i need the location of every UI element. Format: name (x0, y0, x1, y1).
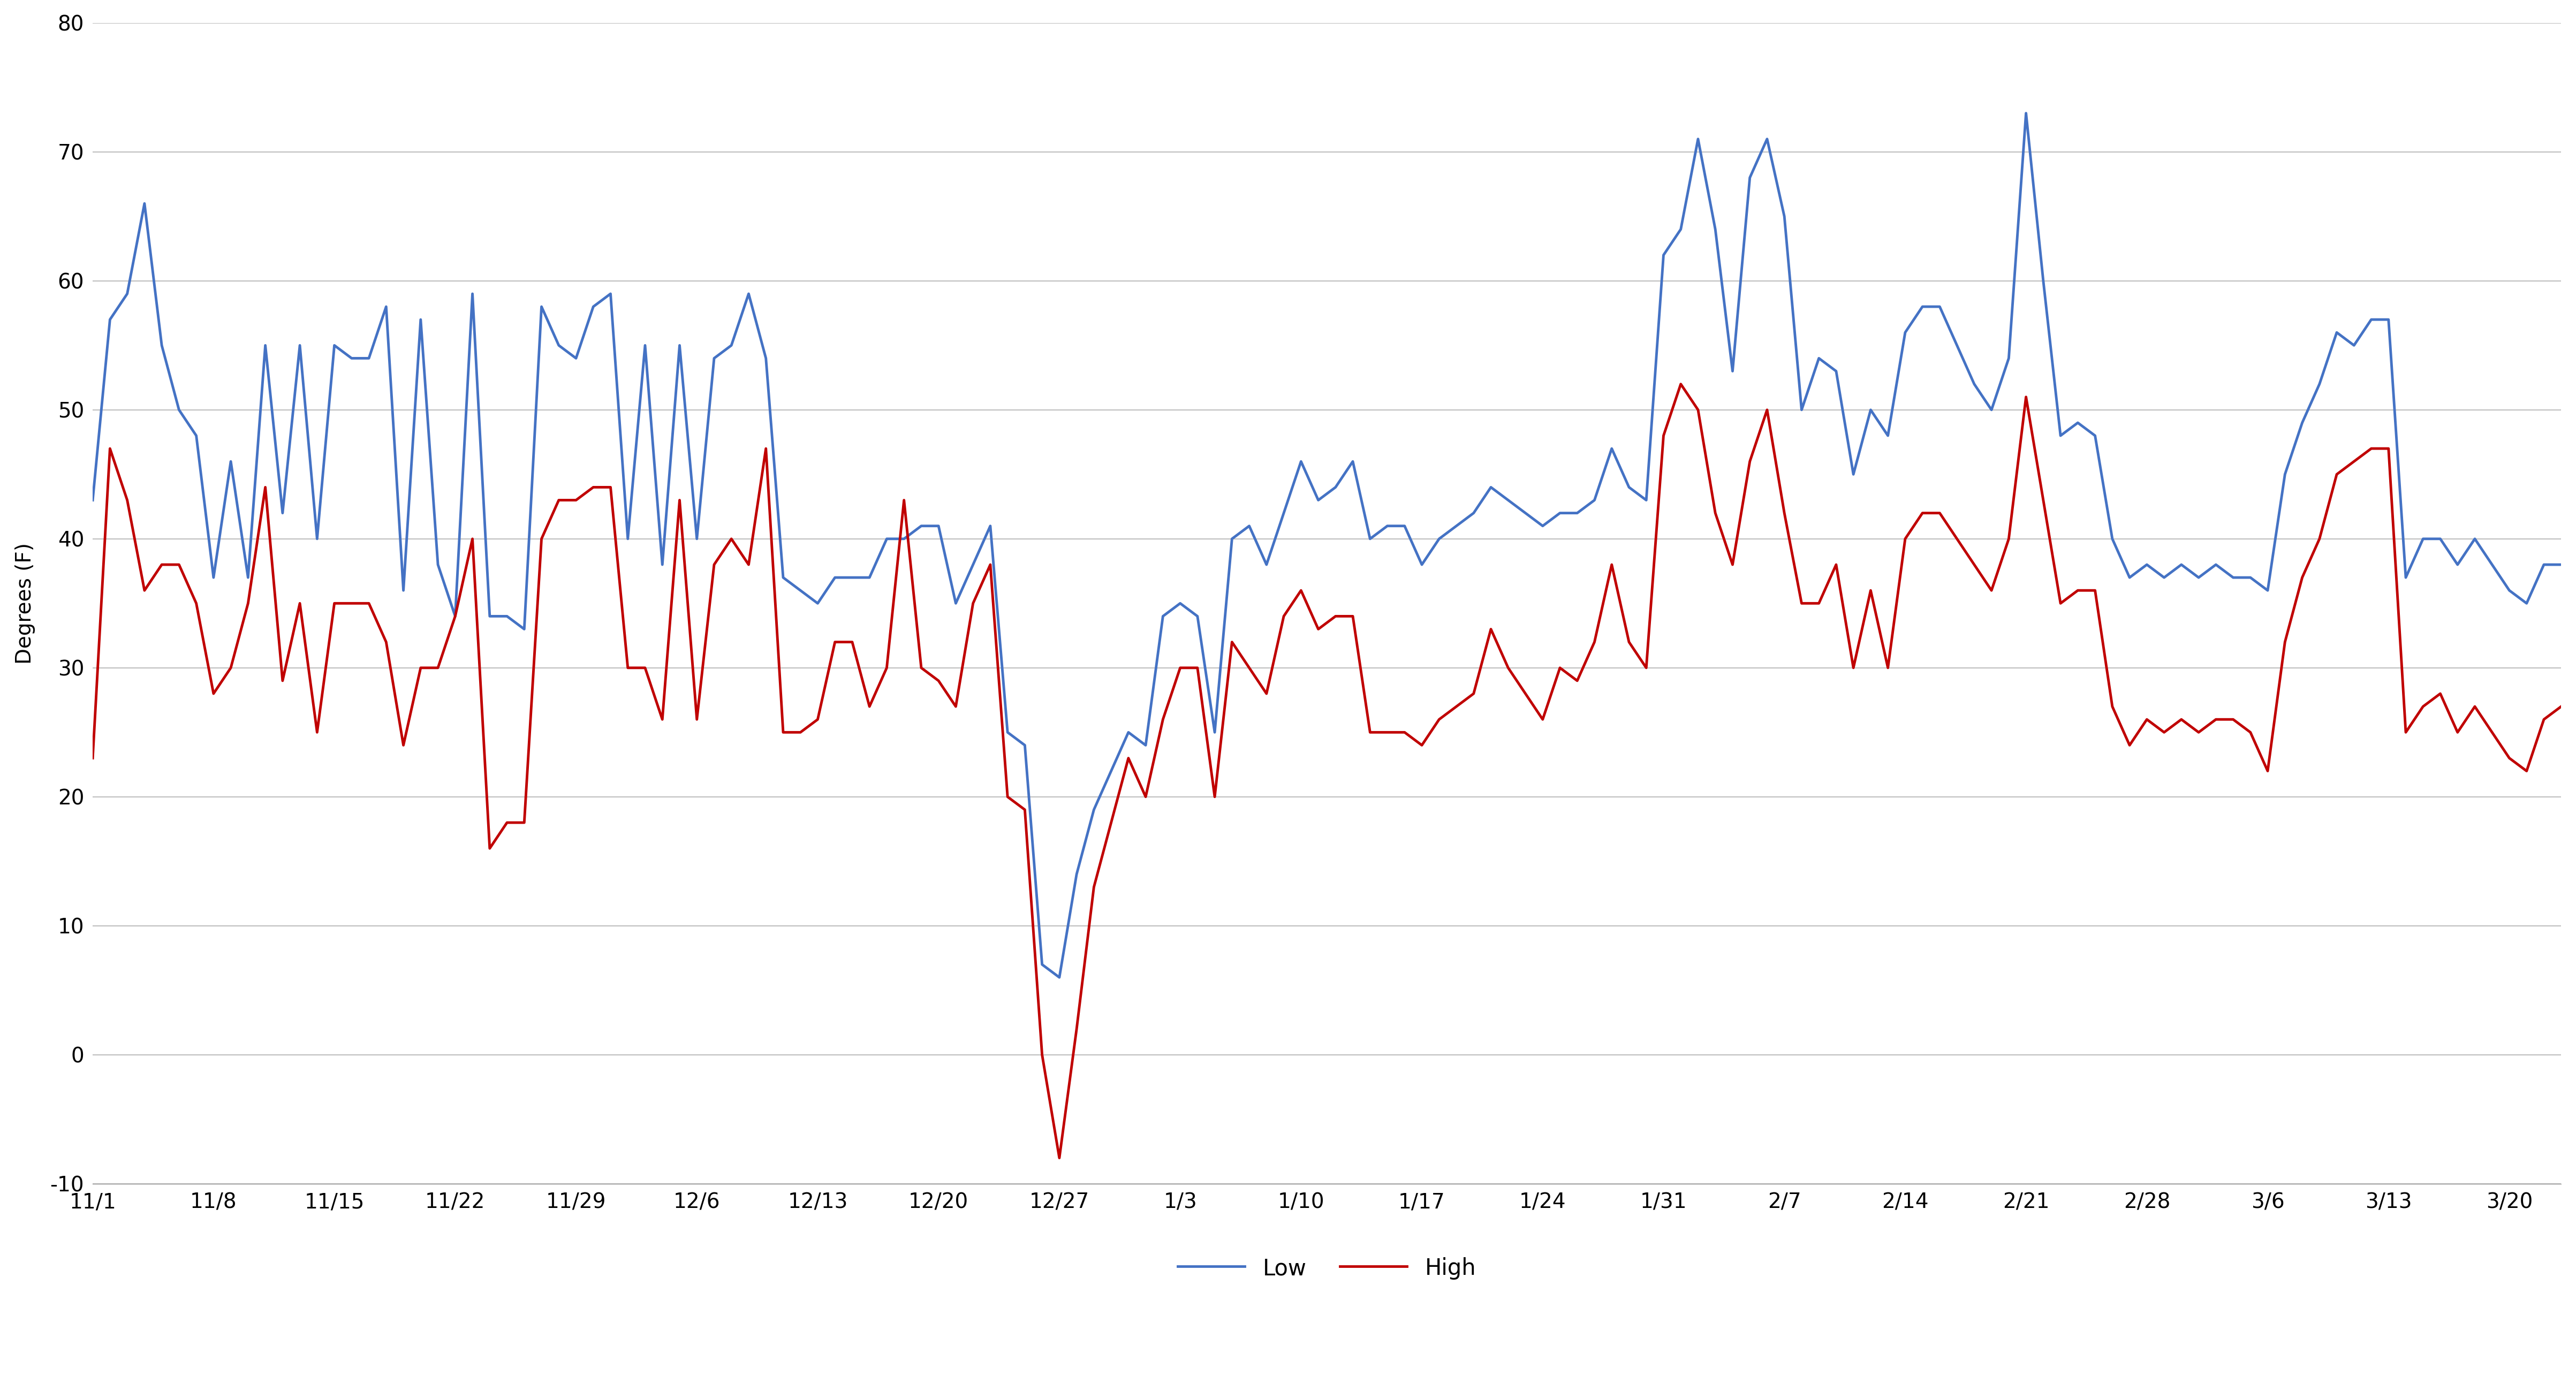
Line: Low: Low (93, 113, 2561, 977)
Low (2545, 556, 2576, 572)
High (1873, 659, 1904, 676)
High (2097, 698, 2128, 714)
Legend: Low, High: Low, High (1170, 1248, 1484, 1289)
Low (2097, 531, 2128, 548)
High (2130, 711, 2161, 728)
High (440, 608, 471, 625)
Low (77, 491, 108, 508)
High (250, 479, 281, 495)
Y-axis label: Degrees (F): Degrees (F) (15, 542, 36, 665)
Low (1043, 969, 1074, 985)
Low (440, 608, 471, 625)
High (1664, 376, 1695, 392)
High (837, 634, 868, 651)
High (2545, 698, 2576, 714)
Line: High: High (93, 384, 2561, 1159)
Low (2130, 556, 2161, 572)
Low (2009, 105, 2040, 121)
High (77, 750, 108, 766)
Low (1855, 402, 1886, 418)
Low (837, 570, 868, 586)
Low (250, 337, 281, 354)
High (1043, 1150, 1074, 1167)
